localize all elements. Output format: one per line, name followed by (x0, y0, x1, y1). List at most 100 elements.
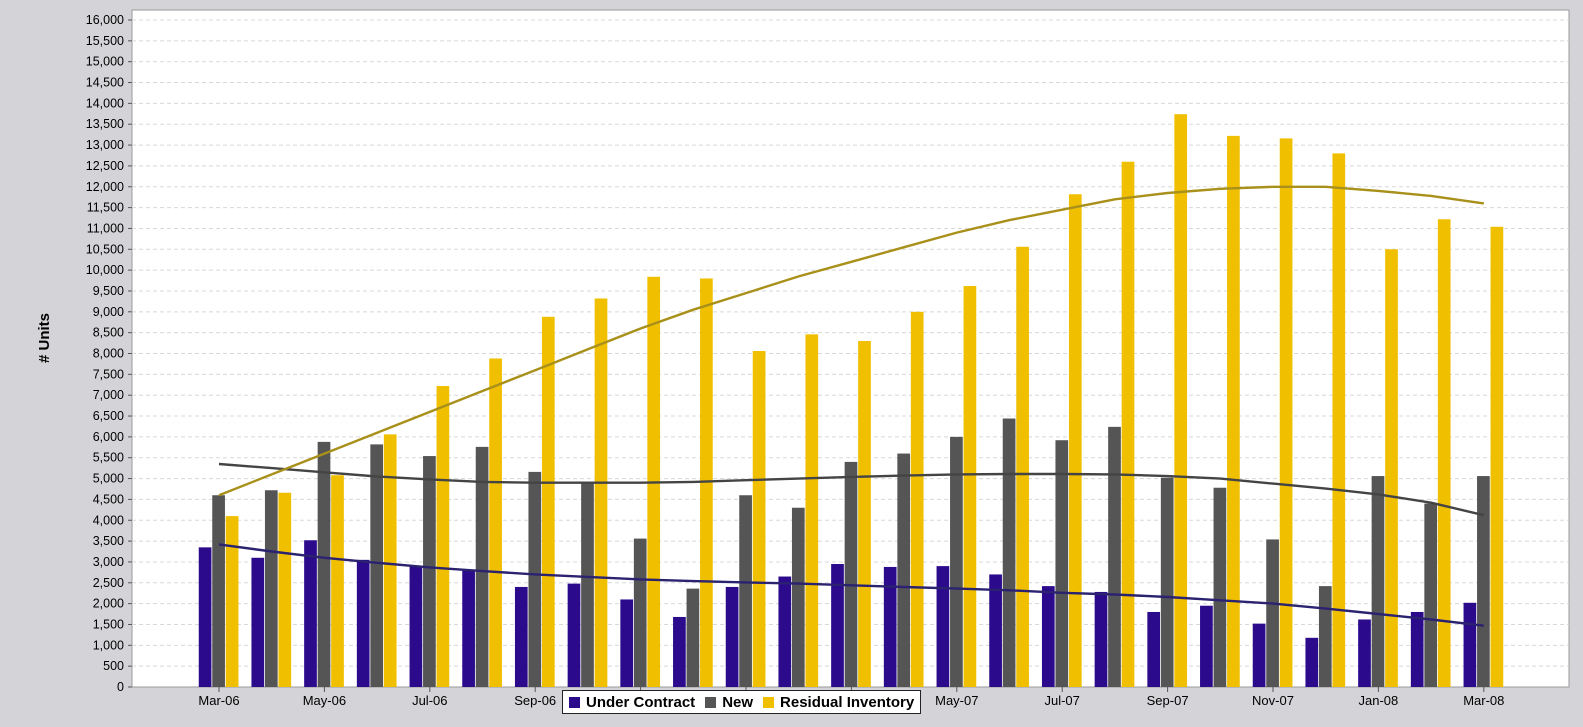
y-tick-label: 6,000 (93, 430, 124, 444)
legend-item-residual-inventory: Residual Inventory (763, 694, 914, 711)
bar-new (1002, 418, 1016, 687)
legend: Under Contract New Residual Inventory (562, 690, 922, 714)
y-tick-label: 1,500 (93, 617, 124, 631)
legend-swatch (763, 696, 775, 708)
bar-under-contract (725, 586, 739, 687)
y-tick-label: 3,000 (93, 555, 124, 569)
x-tick-label: Jul-06 (412, 693, 447, 708)
y-tick-label: 4,000 (93, 513, 124, 527)
bar-residual-inventory (1490, 226, 1504, 687)
bar-new (212, 495, 225, 687)
x-tick-label: Mar-08 (1463, 693, 1504, 708)
x-tick-label: Nov-07 (1252, 693, 1294, 708)
y-tick-label: 2,000 (93, 597, 124, 611)
bar-under-contract (673, 616, 686, 687)
y-tick-label: 5,500 (93, 451, 124, 465)
bar-residual-inventory (225, 516, 239, 687)
y-tick-label: 12,000 (86, 180, 124, 194)
bar-under-contract (989, 574, 1002, 687)
bar-new (264, 490, 278, 687)
y-tick-label: 2,500 (93, 576, 124, 590)
bar-residual-inventory (1385, 249, 1398, 687)
bar-new (370, 444, 384, 687)
bar-under-contract (1305, 637, 1319, 687)
bar-under-contract (251, 557, 265, 687)
bar-under-contract (778, 576, 792, 687)
bar-under-contract (620, 599, 634, 687)
bar-new (1055, 440, 1069, 687)
legend-label: New (722, 693, 754, 711)
x-tick-label: May-06 (303, 693, 346, 708)
bar-residual-inventory (1332, 153, 1346, 687)
x-tick-label: May-07 (935, 693, 978, 708)
bar-new (1477, 476, 1490, 687)
bar-residual-inventory (594, 298, 608, 687)
bar-residual-inventory (1016, 246, 1029, 687)
bar-under-contract (1200, 605, 1213, 687)
bar-new (581, 481, 594, 687)
bar-new (791, 507, 805, 687)
bar-residual-inventory (278, 492, 292, 687)
legend-item-under-contract: Under Contract (569, 694, 695, 711)
y-tick-label: 0 (117, 680, 124, 694)
x-tick-label: Mar-06 (198, 693, 239, 708)
bar-new (1371, 476, 1385, 687)
bar-residual-inventory (1068, 194, 1082, 687)
bar-residual-inventory (700, 278, 713, 687)
bar-residual-inventory (1279, 138, 1293, 687)
x-tick-label: Sep-07 (1147, 693, 1189, 708)
y-tick-label: 10,500 (86, 242, 124, 256)
bar-under-contract (1252, 623, 1266, 687)
bar-under-contract (1358, 619, 1371, 687)
y-tick-label: 16,000 (86, 13, 124, 27)
bar-new (1318, 586, 1332, 687)
bar-new (1108, 426, 1121, 687)
bar-under-contract (304, 540, 317, 687)
bar-residual-inventory (331, 475, 344, 687)
legend-item-new: New (705, 694, 753, 711)
bar-under-contract (1410, 611, 1424, 687)
bar-under-contract (514, 586, 528, 687)
trend-line-residual-inventory (218, 185, 1484, 497)
bar-under-contract (936, 566, 950, 687)
bar-new (423, 456, 436, 687)
bar-new (844, 461, 858, 687)
bar-residual-inventory (963, 285, 977, 687)
bar-new (1213, 487, 1227, 687)
bar-residual-inventory (752, 351, 766, 687)
y-tick-label: 8,500 (93, 326, 124, 340)
bar-new (897, 453, 911, 687)
y-tick-label: 9,500 (93, 284, 124, 298)
bar-residual-inventory (541, 316, 555, 687)
bar-residual-inventory (858, 340, 871, 687)
y-tick-label: 7,500 (93, 367, 124, 381)
y-tick-label: 4,500 (93, 492, 124, 506)
bar-under-contract (1094, 591, 1108, 687)
bar-under-contract (409, 566, 423, 687)
y-axis-label: # Units (36, 313, 53, 363)
bar-under-contract (567, 583, 581, 687)
bar-under-contract (1041, 586, 1055, 687)
trend-line-new (218, 462, 1485, 517)
bar-residual-inventory (383, 434, 397, 687)
bar-residual-inventory (489, 358, 502, 687)
legend-swatch (569, 696, 580, 708)
y-tick-label: 6,500 (93, 409, 124, 423)
bar-new (528, 471, 542, 687)
x-tick-label: Jan-08 (1359, 693, 1399, 708)
y-tick-label: 1,000 (93, 638, 124, 652)
y-tick-label: 11,500 (87, 201, 124, 215)
bar-residual-inventory (1121, 161, 1135, 688)
y-tick-label: 15,500 (86, 34, 124, 48)
bar-residual-inventory (910, 311, 924, 687)
bar-new (475, 446, 489, 687)
y-tick-label: 15,000 (86, 55, 124, 69)
bar-new (950, 436, 963, 688)
legend-label: Residual Inventory (780, 693, 915, 711)
bar-under-contract (1147, 611, 1161, 687)
y-tick-label: 500 (103, 659, 124, 673)
y-tick-label: 13,000 (86, 138, 124, 152)
y-tick-label: 14,500 (86, 76, 124, 90)
